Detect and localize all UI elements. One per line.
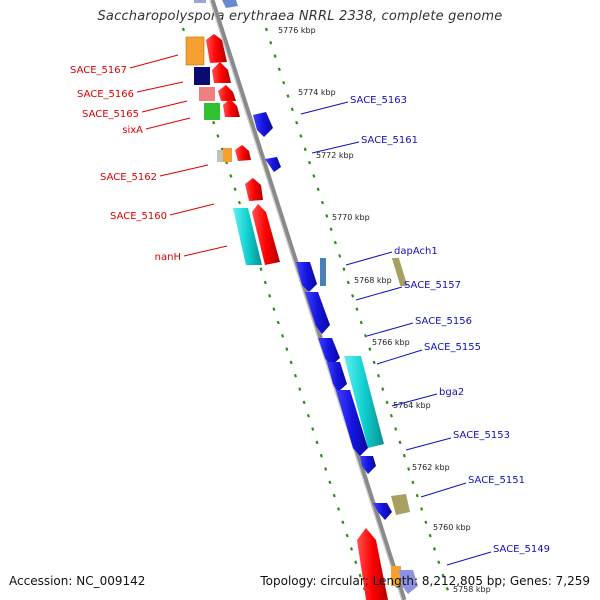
kbp-label-5758: 5758 kbp [453, 585, 491, 594]
gene-sace-5163 [253, 112, 273, 137]
label-sixA: sixA [122, 125, 143, 136]
genome-title: Saccharopolyspora erythraea NRRL 2338, c… [97, 9, 503, 24]
label-sace-5166: SACE_5166 [77, 89, 134, 100]
gene-sace-5157 [296, 262, 317, 292]
gene-sace-5153 [336, 390, 376, 474]
label-dapAch1: dapAch1 [394, 246, 438, 257]
label-sace-5149: SACE_5149 [493, 544, 550, 555]
gene-sace-5155 [318, 338, 340, 366]
kbp-label-5760: 5760 kbp [433, 523, 471, 532]
gene-nanH [233, 204, 280, 265]
label-sace-5156: SACE_5156 [415, 316, 472, 327]
gene-sixA [204, 99, 240, 120]
label-sace-5162: SACE_5162 [100, 172, 157, 183]
kbp-label-5772: 5772 kbp [316, 151, 354, 160]
kbp-label-5770: 5770 kbp [332, 213, 370, 222]
label-sace-5160: SACE_5160 [110, 211, 167, 222]
gene-dapAch1 [320, 258, 408, 286]
kbp-label-5776: 5776 kbp [278, 26, 316, 35]
label-sace-5163: SACE_5163 [350, 95, 407, 106]
label-sace-5161: SACE_5161 [361, 135, 418, 146]
kbp-label-5774: 5774 kbp [298, 88, 336, 97]
gene-top-reverse [222, 0, 238, 8]
label-sace-5165: SACE_5165 [82, 109, 139, 120]
gene-sace-5149 [399, 570, 418, 594]
gene-sace-5162 [217, 145, 251, 162]
kbp-label-5764: 5764 kbp [393, 401, 431, 410]
label-sace-5167: SACE_5167 [70, 65, 127, 76]
gene-sace-5160 [245, 178, 263, 201]
label-sace-5153: SACE_5153 [453, 430, 510, 441]
gene-sace-5165 [199, 85, 236, 101]
label-sace-5151: SACE_5151 [468, 475, 525, 486]
accession-text: Accession: NC_009142 [9, 574, 146, 588]
gene-sace-5166 [194, 62, 231, 85]
gene-sace-5161 [265, 157, 281, 172]
gene-sace-5167 [185, 34, 227, 66]
label-sace-5157: SACE_5157 [404, 280, 461, 291]
kbp-label-5766: 5766 kbp [372, 338, 410, 347]
kbp-label-5762: 5762 kbp [412, 463, 450, 472]
gene-bga2 [327, 356, 384, 448]
ruler-right [264, 27, 453, 600]
label-nanH: nanH [155, 252, 181, 263]
gene-sace-5156 [305, 292, 330, 334]
topology-text: Topology: circular; Length: 8,212,805 bp… [260, 574, 590, 588]
label-sace-5155: SACE_5155 [424, 342, 481, 353]
gene-sace-5151 [373, 494, 410, 520]
kbp-label-5768: 5768 kbp [354, 276, 392, 285]
label-bga2: bga2 [439, 387, 464, 398]
gene-forward-bottom [357, 528, 401, 600]
ruler-left [181, 27, 370, 600]
